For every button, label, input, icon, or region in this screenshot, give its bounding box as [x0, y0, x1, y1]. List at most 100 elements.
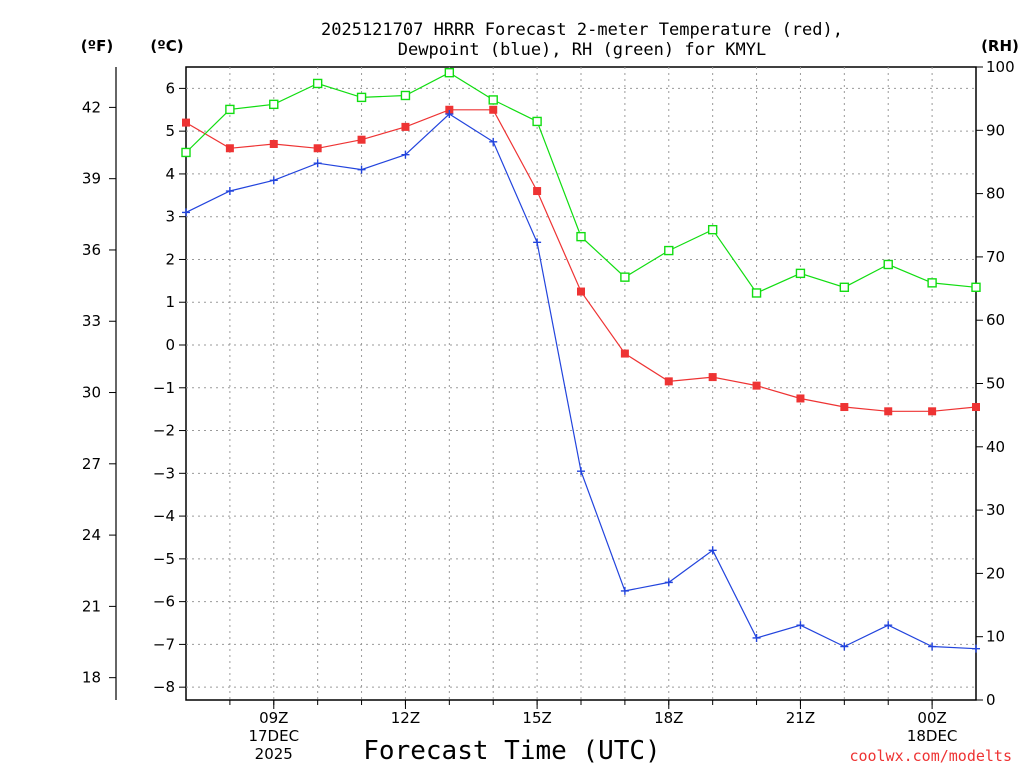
celsius-tick-label: −6 — [153, 593, 175, 611]
celsius-tick-label: 2 — [165, 250, 175, 268]
celsius-tick-label: 5 — [165, 122, 175, 140]
rh-tick-label: 70 — [986, 248, 1005, 266]
fahrenheit-tick-label: 18 — [82, 669, 101, 687]
temperature-point — [972, 403, 980, 412]
dewpoint-point — [489, 137, 498, 146]
rh-point — [400, 90, 411, 101]
temperature-point — [577, 287, 585, 296]
rh-point — [927, 278, 937, 288]
rh-point — [971, 282, 981, 292]
dewpoint-point — [445, 110, 454, 119]
rh-tick-label: 10 — [986, 628, 1005, 646]
temperature-point — [489, 105, 498, 114]
fahrenheit-tick-label: 36 — [82, 241, 101, 259]
rh-tick-label: 0 — [986, 691, 996, 709]
dewpoint-point — [357, 165, 366, 174]
dewpoint-point — [972, 644, 980, 653]
celsius-tick-label: −1 — [153, 379, 175, 397]
dewpoint-point — [664, 578, 673, 587]
chart-title-line-2: Dewpoint (blue), RH (green) for KMYL — [398, 40, 766, 60]
fahrenheit-tick-label: 39 — [82, 170, 101, 188]
fahrenheit-tick-label: 30 — [82, 384, 101, 402]
rh-point — [795, 268, 806, 279]
celsius-unit-label: (ºC) — [150, 37, 183, 55]
temperature-point — [708, 373, 717, 382]
celsius-tick-label: 1 — [165, 293, 175, 311]
rh-point — [751, 288, 762, 298]
celsius-tick-label: −7 — [153, 635, 175, 653]
x-tick-label: 15Z — [522, 709, 551, 727]
dewpoint-point — [577, 467, 585, 476]
source-credit: coolwx.com/modelts — [849, 747, 1012, 765]
rh-point — [225, 104, 235, 115]
celsius-tick-label: −4 — [153, 507, 175, 525]
rh-tick-label: 90 — [986, 121, 1005, 139]
rh-point — [532, 116, 542, 127]
rh-tick-label: 30 — [986, 501, 1005, 519]
dewpoint-point — [401, 150, 410, 159]
celsius-tick-label: 0 — [165, 336, 175, 354]
temperature-point — [928, 407, 937, 416]
temperature-point — [620, 349, 629, 358]
x-tick-label: 12Z — [391, 709, 420, 727]
fahrenheit-unit-label: (ºF) — [81, 37, 113, 55]
x-tick-label: 21Z — [786, 709, 815, 727]
fahrenheit-tick-label: 33 — [82, 312, 101, 330]
temperature-point — [401, 122, 410, 131]
rh-point — [664, 245, 674, 256]
celsius-tick-label: −5 — [153, 550, 175, 568]
dewpoint-point — [884, 621, 893, 630]
rh-tick-label: 60 — [986, 311, 1005, 329]
celsius-tick-label: −3 — [153, 464, 175, 482]
rh-unit-label: (RH) — [981, 37, 1019, 55]
celsius-tick-label: 6 — [165, 79, 175, 97]
data-series — [181, 67, 981, 653]
dewpoint-point — [796, 621, 805, 630]
x-tick-year: 2025 — [255, 745, 293, 763]
temperature-point — [664, 377, 673, 386]
rh-point — [181, 147, 191, 158]
dewpoint-point — [752, 633, 761, 642]
rh-point — [269, 99, 279, 110]
temperature-point — [225, 144, 234, 153]
dewpoint-point — [620, 586, 629, 595]
fahrenheit-tick-label: 21 — [82, 597, 101, 615]
temperature-point — [269, 139, 278, 148]
temperature-point — [840, 403, 849, 412]
rh-point — [707, 224, 718, 235]
dewpoint-point — [269, 176, 278, 185]
dewpoint-point — [313, 159, 322, 168]
x-tick-label: 00Z — [917, 709, 946, 727]
rh-tick-label: 20 — [986, 564, 1005, 582]
axis-ticks: 6543210−1−2−3−4−5−6−7−842393633302724211… — [82, 58, 1015, 763]
celsius-tick-label: 4 — [165, 165, 175, 183]
chart-title-line-1: 2025121707 HRRR Forecast 2-meter Tempera… — [321, 20, 843, 40]
temperature-point — [313, 144, 322, 153]
temperature-point — [752, 381, 761, 390]
rh-tick-label: 80 — [986, 185, 1005, 203]
rh-point — [444, 67, 455, 78]
rh-point — [488, 95, 498, 105]
fahrenheit-tick-label: 24 — [82, 526, 101, 544]
dewpoint-point — [840, 642, 849, 651]
plot-frame — [185, 66, 977, 701]
celsius-tick-label: 3 — [165, 208, 175, 226]
grid-lines — [186, 67, 976, 700]
dewpoint-point — [708, 546, 717, 555]
rh-point — [312, 78, 323, 89]
x-tick-label: 18Z — [654, 709, 683, 727]
fahrenheit-tick-label: 27 — [82, 455, 101, 473]
temperature-point — [357, 135, 366, 144]
x-tick-label: 09Z — [259, 709, 288, 727]
dewpoint-point — [928, 642, 937, 651]
rh-tick-label: 50 — [986, 375, 1005, 393]
dewpoint-point — [225, 187, 234, 196]
rh-point — [356, 92, 367, 103]
rh-point — [883, 259, 893, 270]
temperature-point — [445, 105, 454, 114]
rh-tick-label: 100 — [986, 58, 1015, 76]
dewpoint-point — [182, 208, 190, 217]
rh-point — [576, 231, 586, 242]
celsius-tick-label: −2 — [153, 422, 175, 440]
